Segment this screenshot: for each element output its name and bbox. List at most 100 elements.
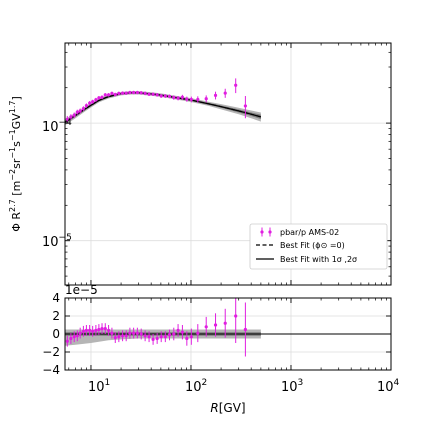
data-point (100, 95, 104, 99)
data-point (94, 98, 98, 102)
res-data-point (128, 331, 132, 335)
band-2sigma-area (65, 91, 261, 126)
res-data-point (180, 330, 185, 334)
res-data-point (132, 331, 136, 335)
res-data-point (103, 327, 107, 331)
res-data-point (159, 335, 163, 339)
data-point (113, 92, 117, 97)
data-point (185, 97, 189, 101)
res-data-point (151, 337, 155, 341)
res-data-point (163, 335, 167, 339)
res-data-point (78, 331, 82, 335)
data-point (180, 95, 185, 99)
res-ytick-label-0: 0 (52, 327, 60, 341)
res-data-point (167, 333, 172, 337)
ytick-label-1e-5: 10−5 (42, 233, 72, 250)
ytick-label-1e-4: 10−4 (42, 118, 72, 135)
xtick-label-1000: 103 (281, 378, 303, 395)
legend-label-dashed: Best Fit (ϕ⊙ =0) (280, 241, 345, 250)
data-point (163, 94, 167, 98)
data-point (139, 91, 143, 95)
data-point (78, 109, 82, 113)
main-band-1sigma (65, 91, 261, 124)
res-data-point (65, 339, 69, 343)
res-data-point (81, 329, 85, 333)
main-panel: 10−4 10−5 Φ R2.7 [m−2sr−1s−1GV1.7] pbar/… (8, 42, 392, 286)
data-point (234, 83, 238, 87)
res-data-point (113, 336, 117, 340)
res-data-point (100, 327, 104, 331)
data-point (117, 91, 121, 95)
res-data-point (185, 336, 189, 341)
legend-label-data: pbar/p AMS-02 (280, 228, 339, 237)
legend-box (249, 223, 388, 270)
x-axis-label: R[GV] (210, 401, 245, 415)
data-point (243, 104, 247, 108)
residual-band-2sigma (65, 329, 261, 346)
res-data-point (94, 328, 98, 332)
main-data-points (65, 78, 247, 123)
res-data-point (72, 335, 76, 339)
res-data-point (189, 335, 193, 339)
residual-data-points (65, 298, 247, 357)
data-point (128, 90, 132, 95)
legend: pbar/p AMS-02 Best Fit (ϕ⊙ =0) Best Fit … (249, 223, 388, 270)
res-ytick-label-2: 2 (52, 309, 60, 323)
legend-label-solid: Best Fit with 1σ ,2σ (280, 255, 357, 264)
data-point (189, 97, 193, 102)
data-point (72, 113, 76, 117)
res-data-point (223, 321, 227, 325)
residual-offset-text: 1e−5 (65, 283, 98, 297)
res-data-point (172, 332, 176, 336)
res-data-point (88, 328, 92, 332)
res-band-2sigma-area (65, 329, 261, 346)
band-1sigma-area (65, 91, 261, 124)
res-data-point (106, 328, 111, 332)
data-point (88, 101, 92, 105)
res-data-point (97, 327, 101, 332)
res-data-point (213, 323, 218, 327)
res-data-point (196, 331, 200, 335)
res-data-point (176, 328, 180, 332)
data-point (213, 93, 218, 98)
data-point (69, 115, 73, 119)
data-point (120, 91, 125, 95)
data-point (97, 96, 101, 100)
data-point (204, 97, 208, 101)
res-data-point (69, 336, 73, 341)
res-ytick-label-m2: −2 (42, 345, 60, 359)
res-data-point (147, 335, 151, 339)
xtick-label-10000: 104 (377, 378, 400, 395)
data-point (155, 93, 159, 97)
data-point (159, 94, 163, 98)
res-data-point (243, 327, 247, 332)
res-data-point (75, 334, 79, 338)
res-ytick-label-m4: −4 (42, 363, 60, 377)
data-point (106, 93, 111, 97)
legend-marker-data (260, 227, 272, 237)
main-frame (64, 42, 392, 286)
res-data-point (84, 328, 88, 332)
data-point (124, 91, 128, 95)
data-point (135, 90, 139, 95)
res-data-point (91, 329, 95, 333)
res-data-point (204, 325, 208, 329)
res-data-point (139, 332, 143, 336)
y-axis-label: Φ R2.7 [m−2sr−1s−1GV1.7] (8, 96, 23, 232)
res-data-point (135, 331, 139, 335)
data-point (132, 90, 136, 95)
xtick-label-100: 102 (185, 378, 207, 395)
res-data-point (110, 331, 114, 335)
data-point (151, 92, 155, 96)
data-point (103, 93, 107, 97)
bestfit-solid-line (64, 92, 262, 123)
data-point (223, 91, 227, 95)
residual-ticks (65, 297, 392, 371)
xtick-label-10: 101 (88, 378, 110, 395)
data-point (110, 91, 114, 95)
res-data-point (155, 336, 159, 341)
data-point (176, 96, 180, 100)
res-data-point (120, 334, 125, 338)
res-data-point (143, 334, 147, 338)
